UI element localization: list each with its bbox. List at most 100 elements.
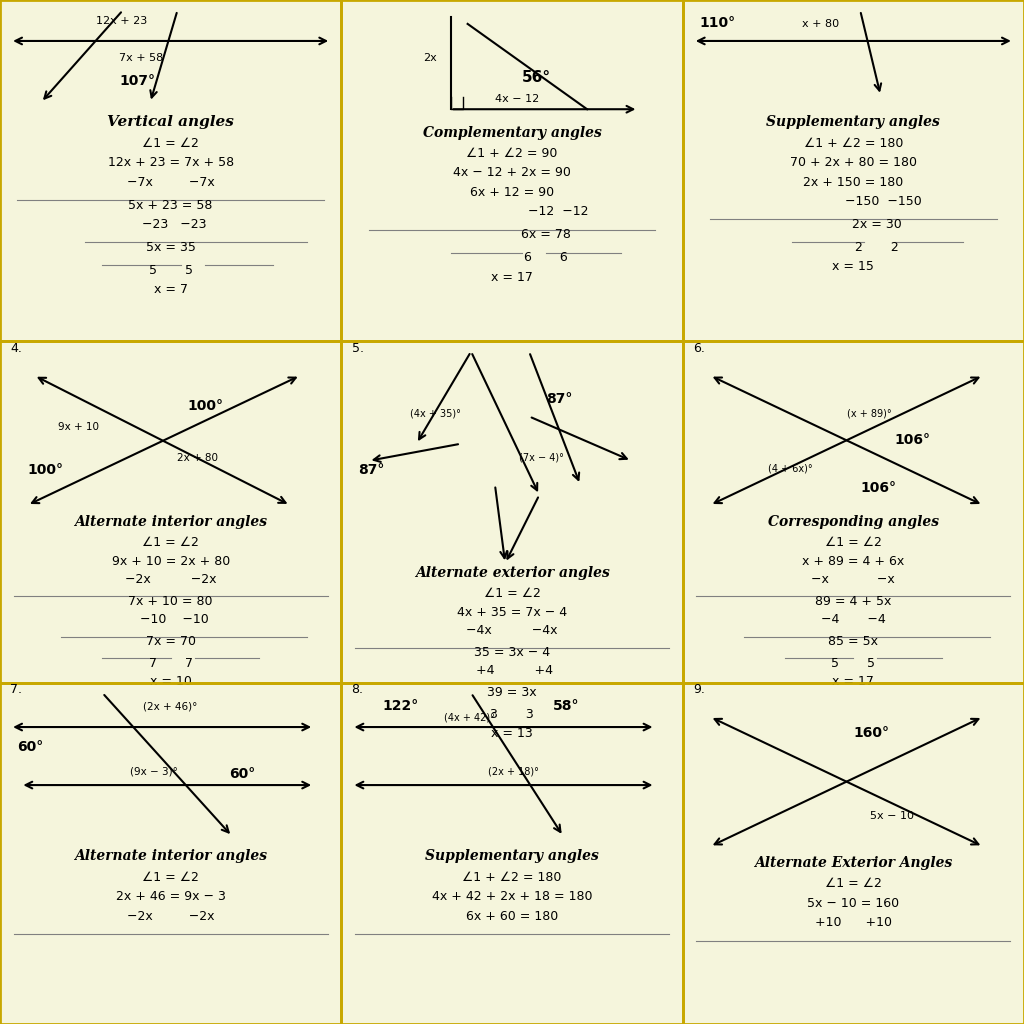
Text: −23   −23: −23 −23 bbox=[134, 218, 207, 231]
Text: x + 89 = 4 + 6x: x + 89 = 4 + 6x bbox=[802, 555, 904, 567]
Text: 2x + 80: 2x + 80 bbox=[177, 453, 218, 463]
Text: 35 = 3x − 4: 35 = 3x − 4 bbox=[474, 646, 550, 659]
Text: 5.: 5. bbox=[351, 342, 364, 354]
Text: 8.: 8. bbox=[351, 683, 364, 696]
Text: x = 17: x = 17 bbox=[492, 270, 532, 284]
Text: 6       6: 6 6 bbox=[524, 251, 568, 264]
Text: (4x + 35)°: (4x + 35)° bbox=[410, 409, 461, 419]
Text: 107°: 107° bbox=[120, 75, 156, 88]
Text: ∠1 = ∠2: ∠1 = ∠2 bbox=[142, 537, 199, 549]
Text: −7x         −7x: −7x −7x bbox=[127, 176, 215, 188]
Text: 85 = 5x: 85 = 5x bbox=[828, 635, 879, 648]
Text: 5       5: 5 5 bbox=[831, 657, 876, 670]
Text: 7x + 58: 7x + 58 bbox=[120, 53, 164, 63]
Text: 9x + 10: 9x + 10 bbox=[58, 422, 99, 432]
Text: 2x + 150 = 180: 2x + 150 = 180 bbox=[803, 176, 903, 188]
Text: x = 17: x = 17 bbox=[833, 676, 874, 688]
Text: 6.: 6. bbox=[693, 342, 705, 354]
Text: Alternate Exterior Angles: Alternate Exterior Angles bbox=[755, 856, 952, 870]
Text: 6x = 78: 6x = 78 bbox=[521, 228, 571, 242]
Text: x = 10: x = 10 bbox=[150, 676, 191, 688]
Text: 87°: 87° bbox=[358, 464, 385, 477]
Text: 4.: 4. bbox=[10, 342, 23, 354]
Text: (7x − 4)°: (7x − 4)° bbox=[519, 453, 563, 463]
Text: 5       5: 5 5 bbox=[148, 264, 193, 276]
Text: 9x + 10 = 2x + 80: 9x + 10 = 2x + 80 bbox=[112, 555, 229, 567]
Text: −12  −12: −12 −12 bbox=[504, 206, 589, 218]
Text: Supplementary angles: Supplementary angles bbox=[425, 849, 599, 863]
Text: −2x          −2x: −2x −2x bbox=[125, 573, 216, 586]
Text: 5x = 35: 5x = 35 bbox=[145, 241, 196, 254]
Text: 39 = 3x: 39 = 3x bbox=[487, 686, 537, 699]
Text: −150  −150: −150 −150 bbox=[833, 196, 922, 208]
Text: 56°: 56° bbox=[522, 70, 551, 85]
Text: 2x = 30: 2x = 30 bbox=[852, 218, 902, 231]
Text: Corresponding angles: Corresponding angles bbox=[768, 515, 939, 528]
Text: ∠1 = ∠2: ∠1 = ∠2 bbox=[483, 588, 541, 600]
Text: 5x − 10 = 160: 5x − 10 = 160 bbox=[807, 897, 899, 910]
Text: x + 80: x + 80 bbox=[802, 19, 840, 30]
Text: ∠1 = ∠2: ∠1 = ∠2 bbox=[142, 870, 199, 884]
Text: (4 + 6x)°: (4 + 6x)° bbox=[768, 463, 813, 473]
Text: +4          +4: +4 +4 bbox=[471, 665, 553, 678]
Text: Vertical angles: Vertical angles bbox=[108, 116, 234, 129]
Text: x = 13: x = 13 bbox=[492, 727, 532, 739]
Text: −4       −4: −4 −4 bbox=[821, 613, 886, 627]
Text: ∠1 = ∠2: ∠1 = ∠2 bbox=[825, 878, 882, 891]
Text: (9x − 3)°: (9x − 3)° bbox=[130, 767, 177, 777]
Text: 89 = 4 + 5x: 89 = 4 + 5x bbox=[815, 595, 892, 608]
Text: Alternate interior angles: Alternate interior angles bbox=[74, 849, 267, 863]
Text: 106°: 106° bbox=[860, 480, 896, 495]
Text: Complementary angles: Complementary angles bbox=[423, 126, 601, 139]
Text: (2x + 18)°: (2x + 18)° bbox=[488, 767, 539, 777]
Text: Alternate exterior angles: Alternate exterior angles bbox=[415, 566, 609, 580]
Text: 12x + 23 = 7x + 58: 12x + 23 = 7x + 58 bbox=[108, 157, 233, 169]
Text: x = 7: x = 7 bbox=[154, 284, 187, 296]
Text: ∠1 = ∠2: ∠1 = ∠2 bbox=[142, 137, 199, 150]
Text: 60°: 60° bbox=[228, 767, 255, 781]
Text: Supplementary angles: Supplementary angles bbox=[766, 116, 940, 129]
Text: 7x = 70: 7x = 70 bbox=[145, 635, 196, 648]
Text: −10    −10: −10 −10 bbox=[132, 613, 209, 627]
Text: 6x + 60 = 180: 6x + 60 = 180 bbox=[466, 909, 558, 923]
Text: 7       7: 7 7 bbox=[148, 657, 193, 670]
Text: −2x         −2x: −2x −2x bbox=[127, 909, 214, 923]
Text: Alternate interior angles: Alternate interior angles bbox=[74, 515, 267, 528]
Text: 160°: 160° bbox=[853, 726, 889, 740]
Text: −4x          −4x: −4x −4x bbox=[466, 625, 558, 637]
Text: 4x − 12 + 2x = 90: 4x − 12 + 2x = 90 bbox=[453, 167, 571, 179]
Text: −x            −x: −x −x bbox=[811, 573, 895, 586]
Text: 5x + 23 = 58: 5x + 23 = 58 bbox=[128, 199, 213, 212]
Text: ∠1 + ∠2 = 180: ∠1 + ∠2 = 180 bbox=[804, 137, 903, 150]
Text: ∠1 + ∠2 = 90: ∠1 + ∠2 = 90 bbox=[466, 147, 558, 160]
Text: 2       2: 2 2 bbox=[855, 241, 899, 254]
Text: ∠1 = ∠2: ∠1 = ∠2 bbox=[825, 537, 882, 549]
Text: 4x − 12: 4x − 12 bbox=[495, 94, 540, 104]
Text: 7.: 7. bbox=[10, 683, 23, 696]
Text: 4x + 42 + 2x + 18 = 180: 4x + 42 + 2x + 18 = 180 bbox=[432, 890, 592, 903]
Text: x = 15: x = 15 bbox=[833, 260, 874, 273]
Text: 70 + 2x + 80 = 180: 70 + 2x + 80 = 180 bbox=[790, 157, 916, 169]
Text: 9.: 9. bbox=[693, 683, 705, 696]
Text: (2x + 46)°: (2x + 46)° bbox=[143, 702, 198, 712]
Text: 60°: 60° bbox=[17, 740, 43, 754]
Text: 100°: 100° bbox=[187, 398, 223, 413]
Text: 4x + 35 = 7x − 4: 4x + 35 = 7x − 4 bbox=[457, 606, 567, 618]
Text: 7x + 10 = 80: 7x + 10 = 80 bbox=[128, 595, 213, 608]
Text: ∠1 + ∠2 = 180: ∠1 + ∠2 = 180 bbox=[462, 870, 562, 884]
Text: 110°: 110° bbox=[699, 16, 736, 31]
Text: 6x + 12 = 90: 6x + 12 = 90 bbox=[470, 186, 554, 199]
Text: +10      +10: +10 +10 bbox=[815, 916, 892, 930]
Text: (4x + 42)°: (4x + 42)° bbox=[443, 713, 495, 722]
Text: 122°: 122° bbox=[382, 699, 419, 713]
Text: 100°: 100° bbox=[28, 464, 63, 477]
Text: (x + 89)°: (x + 89)° bbox=[847, 409, 891, 419]
Text: 2x: 2x bbox=[423, 53, 437, 63]
Text: 3       3: 3 3 bbox=[490, 709, 534, 721]
Text: 12x + 23: 12x + 23 bbox=[95, 16, 146, 26]
Text: 2x + 46 = 9x − 3: 2x + 46 = 9x − 3 bbox=[116, 890, 225, 903]
Text: 58°: 58° bbox=[553, 699, 580, 713]
Text: 106°: 106° bbox=[894, 433, 930, 446]
Text: 87°: 87° bbox=[546, 392, 572, 406]
Text: 5x − 10: 5x − 10 bbox=[870, 811, 914, 821]
